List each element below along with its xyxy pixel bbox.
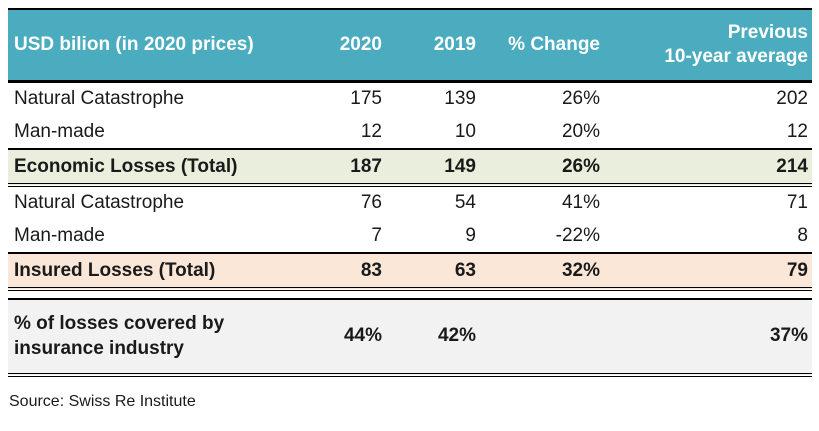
row-label-cell: % of losses covered by insurance industr… xyxy=(8,298,310,377)
pct-change-cell: 41% xyxy=(480,185,604,219)
source-note: Source: Swiss Re Institute xyxy=(9,393,196,410)
value-2019-cell: 10 xyxy=(386,115,480,149)
value-2019-cell: 9 xyxy=(386,219,480,253)
table-header: USD bilion (in 2020 prices) 2020 2019 % … xyxy=(8,8,812,83)
value-2020-cell: 12 xyxy=(310,115,386,149)
row-label-cell: Natural Catastrophe xyxy=(8,81,310,115)
value-2019-cell: 63 xyxy=(386,252,480,291)
losses-table: USD bilion (in 2020 prices) 2020 2019 % … xyxy=(8,8,812,377)
prev-avg-cell: 37% xyxy=(604,298,812,377)
row-man-made-economic: Man-made 12 10 20% 12 xyxy=(8,115,812,149)
value-2020-cell: 187 xyxy=(310,148,386,187)
column-header-2019: 2019 xyxy=(386,8,480,83)
value-2020-cell: 7 xyxy=(310,219,386,253)
column-header-2020: 2020 xyxy=(310,8,386,83)
pct-change-cell: 32% xyxy=(480,252,604,291)
prev-avg-cell: 71 xyxy=(604,185,812,219)
row-label-cell: Economic Losses (Total) xyxy=(8,148,310,187)
row-natural-catastrophe-insured: Natural Catastrophe 76 54 41% 71 xyxy=(8,185,812,219)
prev-avg-cell: 202 xyxy=(604,81,812,115)
section-gap xyxy=(8,289,812,299)
row-insured-losses-total: Insured Losses (Total) 83 63 32% 79 xyxy=(8,252,812,291)
row-label-cell: Natural Catastrophe xyxy=(8,185,310,219)
row-label-cell: Man-made xyxy=(8,115,310,149)
pct-change-cell: 26% xyxy=(480,81,604,115)
pct-change-cell: 20% xyxy=(480,115,604,149)
value-2019-cell: 54 xyxy=(386,185,480,219)
value-2020-cell: 175 xyxy=(310,81,386,115)
column-header-prev-10yr-average: Previous 10-year average xyxy=(604,8,812,83)
row-natural-catastrophe-economic: Natural Catastrophe 175 139 26% 202 xyxy=(8,81,812,115)
value-2020-cell: 44% xyxy=(310,298,386,377)
row-economic-losses-total: Economic Losses (Total) 187 149 26% 214 xyxy=(8,148,812,187)
prev-avg-cell: 214 xyxy=(604,148,812,187)
row-man-made-insured: Man-made 7 9 -22% 8 xyxy=(8,219,812,253)
row-coverage-ratio: % of losses covered by insurance industr… xyxy=(8,298,812,377)
pct-change-cell xyxy=(480,298,604,377)
column-header-pct-change: % Change xyxy=(480,8,604,83)
value-2019-cell: 42% xyxy=(386,298,480,377)
prev-avg-cell: 12 xyxy=(604,115,812,149)
value-2020-cell: 76 xyxy=(310,185,386,219)
table-body: Natural Catastrophe 175 139 26% 202 Man-… xyxy=(8,81,812,377)
page: USD bilion (in 2020 prices) 2020 2019 % … xyxy=(8,8,812,410)
row-label-cell: Insured Losses (Total) xyxy=(8,252,310,291)
prev-avg-cell: 8 xyxy=(604,219,812,253)
prev-avg-cell: 79 xyxy=(604,252,812,291)
header-row: USD bilion (in 2020 prices) 2020 2019 % … xyxy=(8,8,812,83)
value-2019-cell: 149 xyxy=(386,148,480,187)
value-2019-cell: 139 xyxy=(386,81,480,115)
pct-change-cell: 26% xyxy=(480,148,604,187)
pct-change-cell: -22% xyxy=(480,219,604,253)
spacer-cell xyxy=(8,289,812,299)
value-2020-cell: 83 xyxy=(310,252,386,291)
row-label-cell: Man-made xyxy=(8,219,310,253)
column-header-usd-bilion: USD bilion (in 2020 prices) xyxy=(8,8,310,83)
